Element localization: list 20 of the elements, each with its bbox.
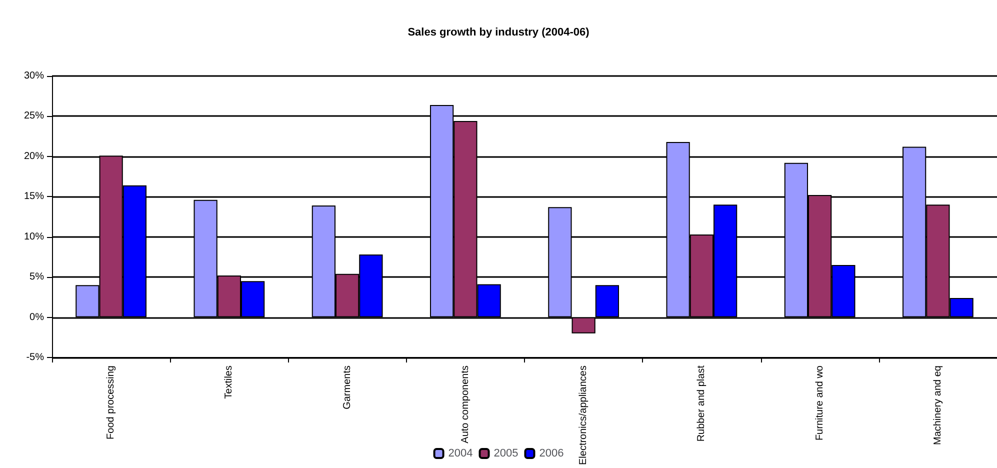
y-tick-label: 30% [24,70,44,82]
x-tick-label: Furniture and wo [814,365,826,441]
y-tick-label: 15% [24,191,44,202]
legend-label: 2004 [448,448,473,460]
x-tick-label: Garments [342,366,353,410]
y-tick-label: 25% [24,110,44,122]
chart-title: Sales growth by industry (2004-06) [408,26,590,38]
x-tick-label: Auto components [460,366,471,444]
x-tick-label: Food processing [106,366,117,440]
y-tick-label: 0% [30,312,44,323]
x-tick-label: Electronics/appliances [578,366,590,466]
legend-label: 2006 [539,448,564,460]
x-tick-label: Rubber and plast [696,365,708,442]
y-tick-label: -5% [26,352,44,364]
x-tick-label: Machinery and eq [932,366,944,446]
legend-label: 2005 [494,448,518,460]
y-tick-label: 5% [30,272,44,283]
y-tick-label: 20% [24,150,44,162]
y-tick-label: 10% [24,231,44,242]
x-tick-label: Textiles [224,366,235,399]
